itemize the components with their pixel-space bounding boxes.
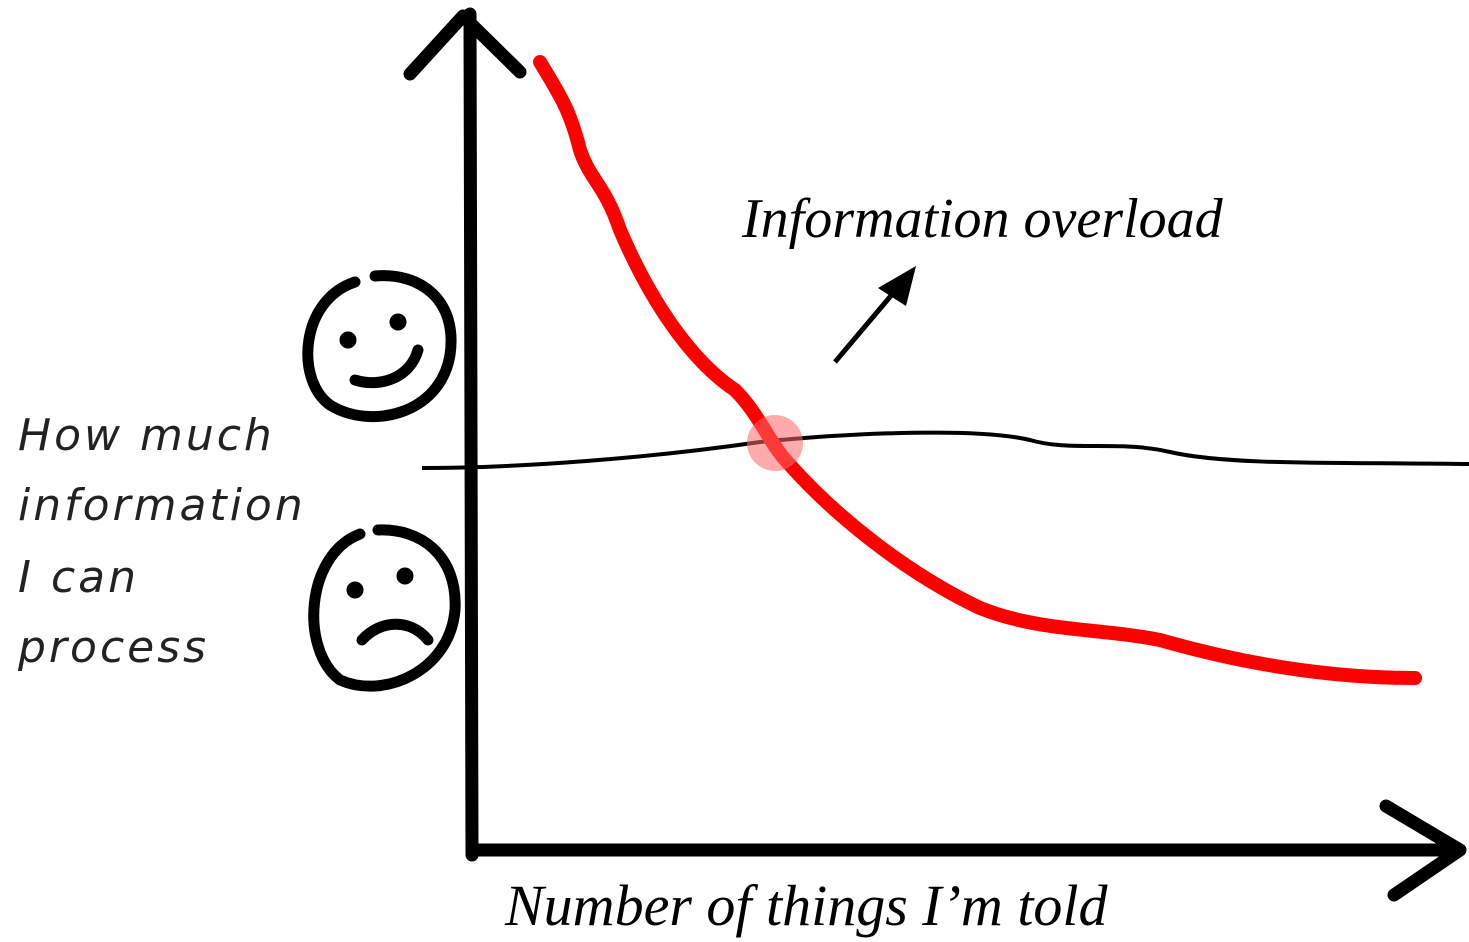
happy-face <box>302 270 457 423</box>
y-axis-label-line: process <box>17 622 209 673</box>
x-axis-arrowhead <box>1379 799 1467 902</box>
crossing-highlight <box>747 415 803 471</box>
annotation-arrow <box>833 283 902 364</box>
y-axis-label-line: information <box>18 480 306 531</box>
y-axis <box>463 7 479 862</box>
y-axis-label-line: How much <box>18 410 275 461</box>
y-axis-label-line: I can <box>18 552 139 603</box>
sad-face <box>308 524 461 692</box>
annotation: Information overload <box>741 188 1224 250</box>
overload-curve <box>533 55 1422 685</box>
y-axis-arrowhead <box>403 9 527 81</box>
x-axis-label: Number of things I’m told <box>504 873 1109 938</box>
capacity-line <box>421 430 1469 470</box>
annotation-arrowhead <box>878 266 916 306</box>
